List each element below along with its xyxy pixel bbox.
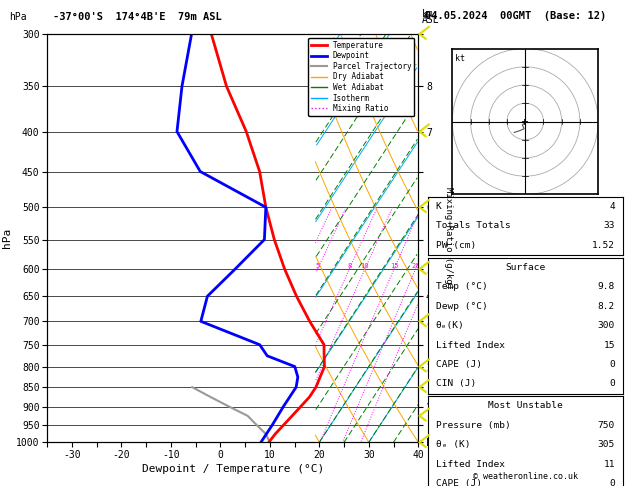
- Text: Totals Totals: Totals Totals: [435, 222, 510, 230]
- Text: 10: 10: [360, 263, 369, 269]
- Text: CAPE (J): CAPE (J): [435, 479, 482, 486]
- X-axis label: Dewpoint / Temperature (°C): Dewpoint / Temperature (°C): [142, 464, 324, 474]
- Text: CIN (J): CIN (J): [435, 380, 476, 388]
- Text: θₑ (K): θₑ (K): [435, 440, 470, 449]
- Text: Mixing Ratio (g/kg): Mixing Ratio (g/kg): [444, 187, 453, 289]
- Text: Most Unstable: Most Unstable: [488, 401, 562, 410]
- Text: kt: kt: [455, 54, 465, 64]
- Text: 4: 4: [609, 202, 615, 211]
- Text: 9.8: 9.8: [598, 282, 615, 291]
- Text: K: K: [435, 202, 442, 211]
- Text: 1.52: 1.52: [592, 241, 615, 250]
- Text: 0: 0: [609, 380, 615, 388]
- Text: 8: 8: [347, 263, 352, 269]
- Text: CAPE (J): CAPE (J): [435, 360, 482, 369]
- Text: 04.05.2024  00GMT  (Base: 12): 04.05.2024 00GMT (Base: 12): [425, 11, 606, 20]
- Text: 8.2: 8.2: [598, 302, 615, 311]
- Text: 750: 750: [598, 421, 615, 430]
- Text: km: km: [421, 9, 433, 18]
- Legend: Temperature, Dewpoint, Parcel Trajectory, Dry Adiabat, Wet Adiabat, Isotherm, Mi: Temperature, Dewpoint, Parcel Trajectory…: [308, 38, 415, 116]
- Text: -37°00'S  174°4B'E  79m ASL: -37°00'S 174°4B'E 79m ASL: [53, 12, 222, 22]
- Text: 11: 11: [603, 460, 615, 469]
- Text: 5: 5: [316, 263, 320, 269]
- Text: Pressure (mb): Pressure (mb): [435, 421, 510, 430]
- Text: Lifted Index: Lifted Index: [435, 341, 504, 349]
- Text: 20: 20: [411, 263, 420, 269]
- Text: 0: 0: [609, 479, 615, 486]
- Text: 15: 15: [390, 263, 398, 269]
- Text: 33: 33: [603, 222, 615, 230]
- Text: Dewp (°C): Dewp (°C): [435, 302, 487, 311]
- Text: © weatheronline.co.uk: © weatheronline.co.uk: [473, 472, 577, 481]
- Text: Temp (°C): Temp (°C): [435, 282, 487, 291]
- Text: θₑ(K): θₑ(K): [435, 321, 464, 330]
- Text: PW (cm): PW (cm): [435, 241, 476, 250]
- Text: 305: 305: [598, 440, 615, 449]
- Text: hPa: hPa: [9, 12, 27, 22]
- Text: Lifted Index: Lifted Index: [435, 460, 504, 469]
- Text: 300: 300: [598, 321, 615, 330]
- Text: 0: 0: [609, 360, 615, 369]
- Text: ASL: ASL: [421, 16, 439, 25]
- Text: 15: 15: [603, 341, 615, 349]
- Y-axis label: hPa: hPa: [2, 228, 12, 248]
- Text: Surface: Surface: [505, 263, 545, 272]
